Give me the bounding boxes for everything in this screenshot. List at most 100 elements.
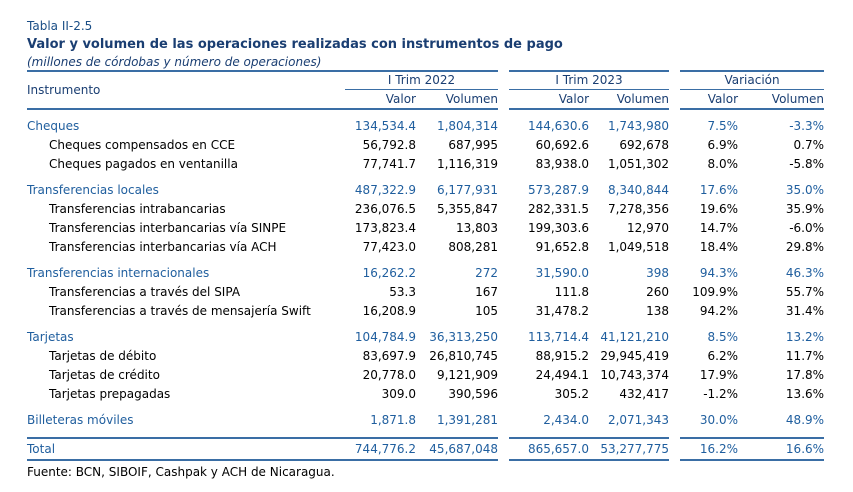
row-label: Transferencias intrabancarias bbox=[49, 202, 226, 216]
cell-valor-variation: 7.5% bbox=[707, 119, 739, 133]
header-valor-2023: Valor bbox=[509, 89, 590, 110]
row-label: Transferencias interbancarias vía ACH bbox=[49, 240, 277, 254]
cell-valor-2022: 53.3 bbox=[389, 285, 416, 299]
cell-valor-variation: 109.9% bbox=[692, 285, 739, 299]
row-label: Transferencias a través de mensajería Sw… bbox=[49, 304, 311, 318]
cell-volumen-2023: 398 bbox=[646, 266, 670, 280]
cell-volumen-2023: 2,071,343 bbox=[607, 413, 670, 427]
table-container: Tabla II-2.5 Valor y volumen de las oper… bbox=[27, 18, 827, 480]
row-label: Cheques compensados en CCE bbox=[49, 138, 236, 152]
category-row: Cheques 134,534.4 1,804,314 144,630.6 1,743,… bbox=[27, 117, 824, 136]
table-row: Transferencias interbancarias vía SINPE 1… bbox=[27, 219, 824, 238]
cell-valor-variation: -1.2% bbox=[703, 387, 739, 401]
cell-valor-2022: 83,697.9 bbox=[362, 349, 416, 363]
header-volumen-2023: Volumen bbox=[589, 89, 670, 110]
cell-volumen-2022: 272 bbox=[475, 266, 499, 280]
cell-valor-variation: 16.2% bbox=[680, 437, 739, 461]
table-subtitle: (millones de córdobas y número de operac… bbox=[27, 55, 322, 69]
row-label: Tarjetas bbox=[27, 330, 74, 344]
cell-volumen-2022: 45,687,048 bbox=[416, 437, 499, 461]
row-label: Cheques pagados en ventanilla bbox=[49, 157, 238, 171]
table-row: Transferencias a través del SIPA 53.3 167 1… bbox=[27, 283, 824, 302]
cell-volumen-2023: 138 bbox=[646, 304, 670, 318]
cell-valor-variation: 19.6% bbox=[699, 202, 739, 216]
cell-volumen-2022: 1,804,314 bbox=[436, 119, 499, 133]
cell-valor-variation: 17.9% bbox=[699, 368, 739, 382]
row-label: Tarjetas de débito bbox=[49, 349, 157, 363]
source-note: Fuente: BCN, SIBOIF, Cashpak y ACH de Ni… bbox=[27, 465, 335, 479]
cell-valor-2022: 487,322.9 bbox=[354, 183, 416, 197]
cell-volumen-variation: -6.0% bbox=[789, 221, 825, 235]
cell-valor-2023: 573,287.9 bbox=[527, 183, 590, 197]
cell-volumen-2023: 1,051,302 bbox=[607, 157, 670, 171]
row-label: Transferencias interbancarias vía SINPE bbox=[49, 221, 287, 235]
cell-valor-2023: 111.8 bbox=[554, 285, 590, 299]
cell-volumen-variation: -5.8% bbox=[789, 157, 825, 171]
row-label: Cheques bbox=[27, 119, 80, 133]
cell-volumen-variation: 13.6% bbox=[785, 387, 825, 401]
cell-valor-2022: 77,741.7 bbox=[362, 157, 416, 171]
cell-valor-2023: 113,714.4 bbox=[527, 330, 590, 344]
cell-valor-2022: 16,208.9 bbox=[362, 304, 416, 318]
cell-valor-2023: 865,657.0 bbox=[509, 437, 590, 461]
cell-valor-variation: 94.3% bbox=[699, 266, 739, 280]
cell-valor-2022: 744,776.2 bbox=[345, 437, 416, 461]
cell-volumen-2022: 1,391,281 bbox=[436, 413, 499, 427]
cell-volumen-variation: -3.3% bbox=[789, 119, 825, 133]
cell-volumen-variation: 35.9% bbox=[785, 202, 825, 216]
table-row: Tarjetas de crédito 20,778.0 9,121,909 24,4… bbox=[27, 366, 824, 385]
cell-valor-variation: 30.0% bbox=[699, 413, 739, 427]
cell-valor-2023: 24,494.1 bbox=[535, 368, 590, 382]
table-row: Transferencias a través de mensajería Sw… bbox=[27, 302, 824, 321]
cell-valor-2023: 305.2 bbox=[554, 387, 590, 401]
cell-valor-2023: 2,434.0 bbox=[543, 413, 590, 427]
cell-volumen-2022: 9,121,909 bbox=[436, 368, 499, 382]
cell-valor-2022: 16,262.2 bbox=[362, 266, 416, 280]
header-group-2023: I Trim 2023 bbox=[509, 70, 670, 90]
cell-volumen-variation: 13.2% bbox=[785, 330, 825, 344]
table-row: Cheques pagados en ventanilla 77,741.7 1,1… bbox=[27, 155, 824, 174]
row-label: Billeteras móviles bbox=[27, 413, 134, 427]
cell-volumen-2023: 8,340,844 bbox=[607, 183, 670, 197]
cell-valor-variation: 6.9% bbox=[707, 138, 739, 152]
cell-volumen-2022: 13,803 bbox=[456, 221, 499, 235]
cell-volumen-variation: 0.7% bbox=[793, 138, 825, 152]
header-instrument: Instrumento bbox=[27, 70, 345, 110]
cell-valor-variation: 18.4% bbox=[699, 240, 739, 254]
cell-volumen-2023: 12,970 bbox=[627, 221, 670, 235]
cell-valor-2022: 104,784.9 bbox=[354, 330, 416, 344]
table-row: Tarjetas de débito 83,697.9 26,810,745 88,9… bbox=[27, 347, 824, 366]
cell-volumen-2023: 10,743,374 bbox=[600, 368, 670, 382]
header-valor-2022: Valor bbox=[345, 89, 416, 110]
cell-volumen-2023: 692,678 bbox=[619, 138, 670, 152]
cell-volumen-2022: 6,177,931 bbox=[436, 183, 499, 197]
cell-valor-2022: 77,423.0 bbox=[362, 240, 416, 254]
row-label: Tarjetas de crédito bbox=[49, 368, 160, 382]
cell-valor-variation: 94.2% bbox=[699, 304, 739, 318]
category-row: Transferencias locales 487,322.9 6,177,931… bbox=[27, 181, 824, 200]
cell-volumen-2023: 53,277,775 bbox=[589, 437, 670, 461]
cell-valor-2022: 20,778.0 bbox=[362, 368, 416, 382]
cell-valor-2022: 134,534.4 bbox=[354, 119, 416, 133]
cell-valor-variation: 6.2% bbox=[707, 349, 739, 363]
table-row: Cheques compensados en CCE 56,792.8 687,99… bbox=[27, 136, 824, 155]
cell-valor-2023: 91,652.8 bbox=[535, 240, 590, 254]
cell-volumen-2022: 26,810,745 bbox=[429, 349, 499, 363]
table-number: Tabla II-2.5 bbox=[27, 19, 93, 33]
table-row: Transferencias intrabancarias 236,076.5 5,… bbox=[27, 200, 824, 219]
cell-volumen-variation: 46.3% bbox=[785, 266, 825, 280]
cell-volumen-2023: 29,945,419 bbox=[600, 349, 670, 363]
category-row: Billeteras móviles 1,871.8 1,391,281 2,434.… bbox=[27, 411, 824, 430]
cell-volumen-2022: 36,313,250 bbox=[429, 330, 499, 344]
table-row: Transferencias interbancarias vía ACH 77,… bbox=[27, 238, 824, 257]
category-row: Transferencias internacionales 16,262.2 27… bbox=[27, 264, 824, 283]
cell-volumen-variation: 16.6% bbox=[738, 437, 825, 461]
cell-volumen-variation: 55.7% bbox=[785, 285, 825, 299]
cell-volumen-variation: 29.8% bbox=[785, 240, 825, 254]
row-label: Tarjetas prepagadas bbox=[49, 387, 171, 401]
cell-valor-2023: 199,303.6 bbox=[527, 221, 590, 235]
cell-volumen-2023: 260 bbox=[646, 285, 670, 299]
cell-volumen-2022: 5,355,847 bbox=[436, 202, 499, 216]
payments-table: Instrumento I Trim 2022 I Trim 2023 Vari… bbox=[27, 70, 825, 461]
cell-valor-2022: 1,871.8 bbox=[370, 413, 416, 427]
